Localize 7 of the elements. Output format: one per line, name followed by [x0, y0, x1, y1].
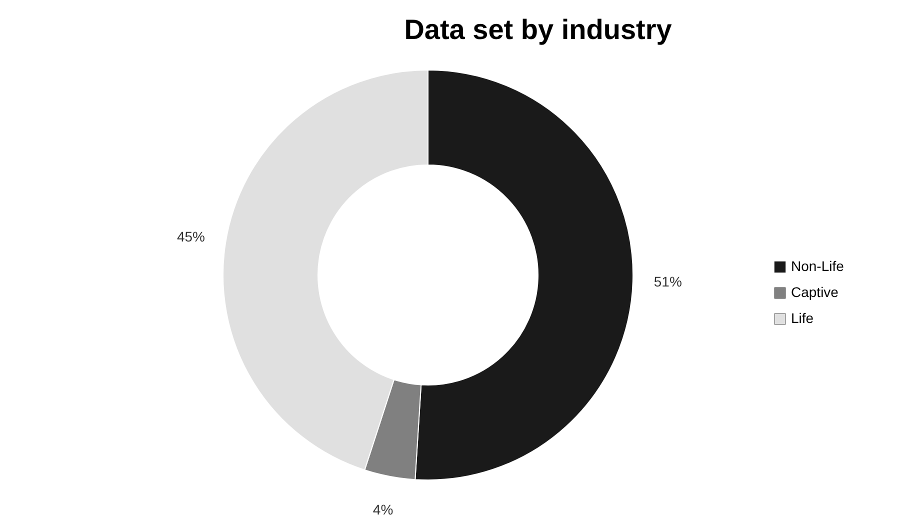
chart-title: Data set by industry [404, 14, 672, 45]
legend-label: Captive [791, 284, 839, 300]
data-label: 45% [176, 228, 205, 244]
legend-label: Life [791, 310, 814, 326]
legend-label: Non-Life [791, 258, 844, 274]
data-label: 4% [372, 502, 394, 518]
data-label: 51% [654, 274, 682, 290]
